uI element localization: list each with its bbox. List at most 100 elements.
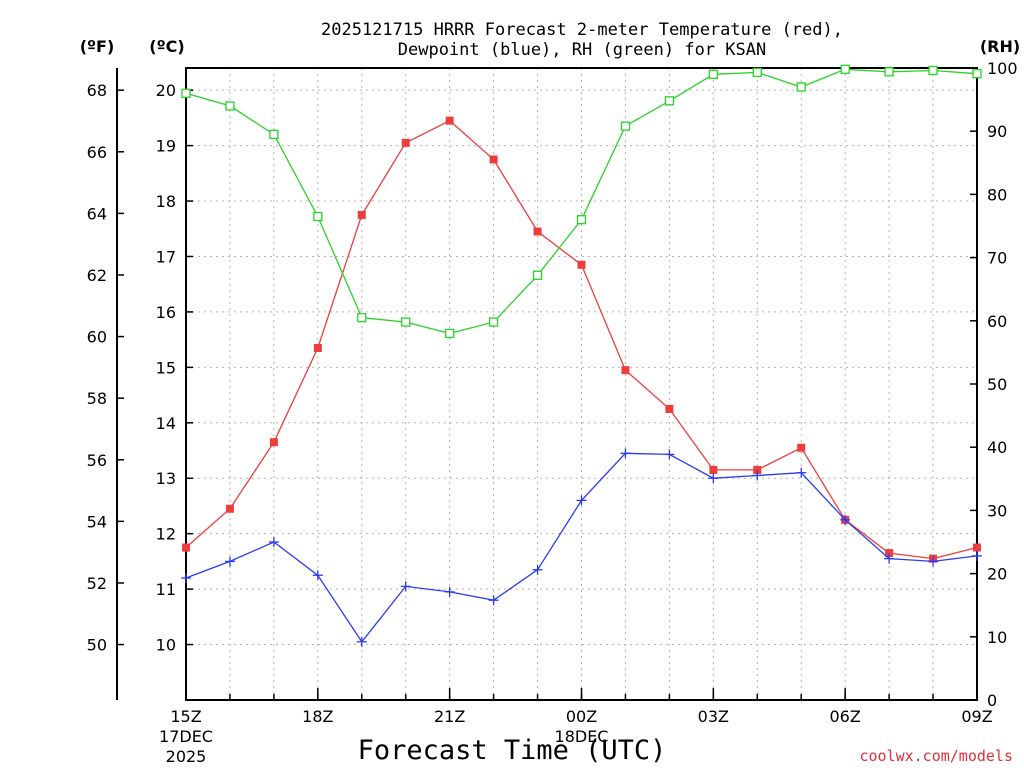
series <box>181 64 982 647</box>
temperature-point <box>885 549 894 558</box>
rh-unit-label: (RH) <box>980 37 1020 56</box>
temperature-point <box>797 443 806 452</box>
fahrenheit-tick-label: 54 <box>87 512 107 531</box>
fahrenheit-tick-label: 56 <box>87 451 107 470</box>
fahrenheit-tick-label: 52 <box>87 574 107 593</box>
dewpoint-point <box>576 495 587 506</box>
celsius-tick-label: 12 <box>156 525 176 544</box>
rh-point <box>796 82 806 92</box>
rh-point <box>313 211 323 222</box>
x-axis-label: Forecast Time (UTC) <box>358 735 667 766</box>
temperature-point <box>182 543 190 552</box>
temperature-point <box>577 260 586 269</box>
x-tick-date-label: 17DEC <box>159 727 213 746</box>
dewpoint-point <box>972 550 982 561</box>
temperature-point <box>269 438 278 447</box>
rh-tick-label: 70 <box>987 249 1007 268</box>
celsius-tick-label: 13 <box>156 469 176 488</box>
rh-tick-label: 100 <box>987 59 1018 78</box>
dewpoint-point <box>664 449 675 460</box>
fahrenheit-tick-label: 60 <box>87 328 107 347</box>
temperature-point <box>445 116 454 125</box>
rh-point <box>752 67 762 78</box>
dewpoint-point <box>181 573 191 584</box>
axes: 50 52 54 56 58 60 62 64 66 68 10 11 12 13 14 15 16 17 18 19… <box>87 59 1018 766</box>
celsius-tick-label: 10 <box>156 636 176 655</box>
fahrenheit-tick-label: 50 <box>87 636 107 655</box>
celsius-tick-label: 16 <box>156 303 176 322</box>
rh-point <box>928 65 938 76</box>
rh-tick-label: 10 <box>987 628 1007 647</box>
fahrenheit-tick-label: 58 <box>87 389 107 408</box>
rh-tick-label: 60 <box>987 312 1007 331</box>
x-tick-label: 15Z <box>170 707 201 726</box>
temperature-point <box>665 404 674 413</box>
celsius-tick-label: 19 <box>156 137 176 156</box>
temperature-point <box>753 465 762 474</box>
dewpoint-line <box>185 452 978 643</box>
x-tick-label: 21Z <box>434 707 465 726</box>
rh-tick-label: 80 <box>987 185 1007 204</box>
temperature-point <box>357 210 366 219</box>
chart-title-line2: Dewpoint (blue), RH (green) for KSAN <box>398 40 766 60</box>
rh-point <box>357 312 367 323</box>
rh-point <box>620 121 631 131</box>
rh-point <box>488 317 499 327</box>
fahrenheit-tick-label: 64 <box>87 204 107 223</box>
temperature-point <box>973 543 981 552</box>
rh-tick-label: 90 <box>987 122 1007 141</box>
fahrenheit-tick-label: 62 <box>87 266 107 285</box>
celsius-tick-label: 20 <box>156 81 176 100</box>
dewpoint-point <box>488 595 499 606</box>
dewpoint-point <box>884 553 895 564</box>
celsius-tick-label: 15 <box>156 358 176 377</box>
dewpoint-point <box>796 467 807 478</box>
rh-tick-label: 20 <box>987 565 1007 584</box>
rh-point <box>401 317 411 327</box>
rh-point <box>664 96 675 106</box>
temperature-point <box>401 138 410 147</box>
temperature-point <box>313 343 322 352</box>
fahrenheit-tick-label: 68 <box>87 81 107 100</box>
temperature-point <box>489 155 498 164</box>
rh-tick-label: 0 <box>987 691 997 710</box>
plot-frame <box>185 67 978 701</box>
rh-point <box>972 69 982 79</box>
dewpoint-point <box>268 537 279 547</box>
rh-tick-label: 40 <box>987 438 1007 457</box>
temperature-point <box>533 227 542 236</box>
x-tick-label: 03Z <box>698 707 729 726</box>
rh-point <box>708 69 718 79</box>
dewpoint-point <box>444 586 455 597</box>
dewpoint-point <box>928 556 939 567</box>
rh-point <box>576 215 587 225</box>
rh-point <box>181 88 191 98</box>
dewpoint-point <box>224 556 235 567</box>
rh-point <box>840 64 850 74</box>
x-tick-label: 00Z <box>566 707 597 726</box>
rh-point <box>269 129 279 140</box>
rh-point <box>532 270 543 280</box>
celsius-tick-label: 14 <box>156 414 176 433</box>
x-tick-year-label: 2025 <box>166 747 207 766</box>
temperature-point <box>709 465 718 474</box>
fahrenheit-tick-label: 66 <box>87 143 107 162</box>
rh-tick-label: 30 <box>987 501 1007 520</box>
gridlines <box>186 68 977 700</box>
celsius-tick-label: 18 <box>156 192 176 211</box>
rh-point <box>445 328 455 339</box>
fahrenheit-unit-label: (ºF) <box>80 37 115 56</box>
dewpoint-point <box>840 514 851 525</box>
temperature-point <box>621 366 630 375</box>
rh-point <box>884 67 894 77</box>
celsius-tick-label: 17 <box>156 247 176 266</box>
x-tick-date-label: 18DEC <box>555 727 609 746</box>
temperature-point <box>225 504 234 513</box>
celsius-tick-label: 11 <box>156 580 176 599</box>
dewpoint-point <box>312 570 323 581</box>
celsius-unit-label: (ºC) <box>149 37 184 56</box>
chart-title-line1: 2025121715 HRRR Forecast 2-meter Tempera… <box>321 20 843 40</box>
dewpoint-point <box>620 448 631 459</box>
dewpoint-point <box>356 636 367 647</box>
